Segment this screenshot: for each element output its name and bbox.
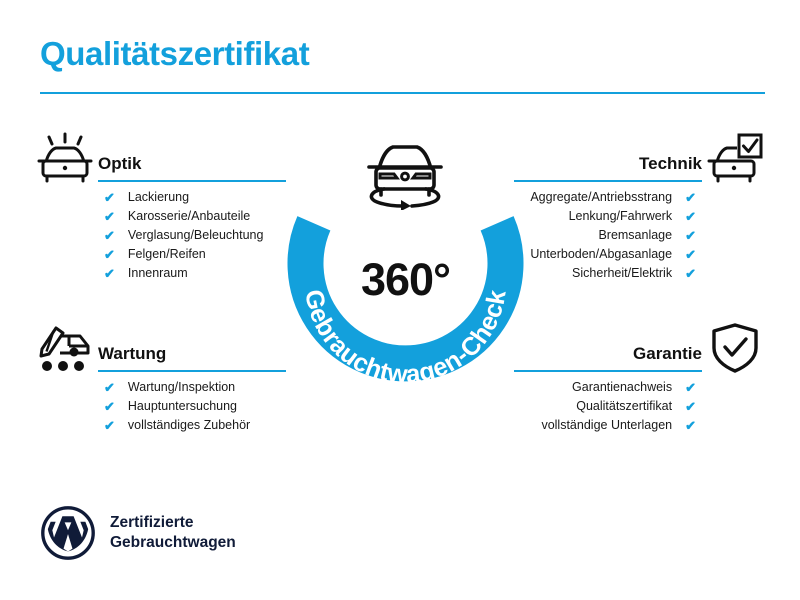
check-icon: ✔ [685,247,696,262]
list-item: ✔ Innenraum [104,264,326,283]
list-item: ✔ vollständige Unterlagen [474,416,696,435]
list-item: ✔ Sicherheit/Elektrik [474,264,696,283]
section-title-wartung: Wartung [98,344,167,363]
check-icon: ✔ [104,418,115,433]
section-technik: Technik ✔ Aggregate/Antriebsstrang ✔ Len… [474,132,764,283]
section-header-optik: Optik [36,132,326,188]
list-item-label: Innenraum [127,266,188,280]
list-item: ✔ vollständiges Zubehör [104,416,326,435]
check-icon: ✔ [685,418,696,433]
brand-line-1: Zertifizierte [110,514,194,531]
check-icon: ✔ [685,228,696,243]
car-checkbox-icon [707,133,763,183]
check-list-wartung: ✔ Wartung/Inspektion ✔ Hauptuntersuchung… [36,378,326,435]
list-item-label: Aggregate/Antriebsstrang [530,190,673,204]
list-item-label: Garantienachweis [572,380,673,394]
list-item: ✔ Garantienachweis [474,378,696,397]
list-item-label: Felgen/Reifen [127,247,206,261]
car-shine-icon [37,132,93,183]
check-icon: ✔ [685,266,696,281]
list-item-label: vollständige Unterlagen [541,418,673,432]
list-item-label: Sicherheit/Elektrik [572,266,673,280]
list-item: ✔ Verglasung/Beleuchtung [104,226,326,245]
badge-360-check: Gebrauchtwagen-Check 360° [283,132,528,394]
list-item-label: Wartung/Inspektion [127,380,236,394]
service-pen-car-icon [39,326,90,371]
check-icon: ✔ [104,190,115,205]
list-item: ✔ Lackierung [104,188,326,207]
brand-text: Zertifizierte Gebrauchtwagen [110,513,236,553]
check-icon: ✔ [104,266,115,281]
section-garantie: Garantie ✔ Garantienachweis ✔ Qualitätsz… [474,322,764,435]
badge-value: 360° [360,254,451,305]
check-icon: ✔ [685,380,696,395]
list-item: ✔ Hauptuntersuchung [104,397,326,416]
check-list-optik: ✔ Lackierung ✔ Karosserie/Anbauteile ✔ V… [36,188,326,283]
list-item: ✔ Qualitätszertifikat [474,397,696,416]
check-icon: ✔ [685,399,696,414]
list-item-label: Hauptuntersuchung [127,399,238,413]
page-title: Qualitätszertifikat [40,35,310,72]
list-item-label: vollständiges Zubehör [127,418,251,432]
check-icon: ✔ [104,228,115,243]
section-underline-wartung [98,370,286,372]
section-title-optik: Optik [98,154,142,173]
section-optik: Optik ✔ Lackierung ✔ Karosserie/Anbautei… [36,132,326,283]
check-icon: ✔ [104,247,115,262]
list-item: ✔ Unterboden/Abgasanlage [474,245,696,264]
list-item-label: Verglasung/Beleuchtung [127,228,264,242]
vw-logo [41,506,95,560]
check-icon: ✔ [104,399,115,414]
brand-block: Zertifizierte Gebrauchtwagen [40,505,236,561]
badge-ring: Gebrauchtwagen-Check [287,216,524,389]
section-header-technik: Technik [474,132,764,188]
check-icon: ✔ [104,209,115,224]
section-underline-garantie [514,370,702,372]
section-title-garantie: Garantie [633,344,702,363]
list-item-label: Lackierung [127,190,190,204]
list-item-label: Lenkung/Fahrwerk [568,209,673,223]
check-icon: ✔ [685,209,696,224]
list-item-label: Karosserie/Anbauteile [127,209,251,223]
section-header-garantie: Garantie [474,322,764,378]
list-item: ✔ Bremsanlage [474,226,696,245]
section-underline-technik [514,180,702,182]
list-item: ✔ Aggregate/Antriebsstrang [474,188,696,207]
section-title-technik: Technik [639,154,702,173]
list-item-label: Unterboden/Abgasanlage [530,247,673,261]
list-item: ✔ Wartung/Inspektion [104,378,326,397]
section-header-wartung: Wartung [36,322,326,378]
title-divider [40,92,765,94]
section-underline-optik [98,180,286,182]
check-icon: ✔ [104,380,115,395]
list-item-label: Bremsanlage [598,228,673,242]
list-item: ✔ Karosserie/Anbauteile [104,207,326,226]
brand-line-2: Gebrauchtwagen [110,534,236,551]
check-icon: ✔ [685,190,696,205]
section-wartung: Wartung ✔ Wartung/Inspektion ✔ Hauptunte… [36,322,326,435]
check-list-garantie: ✔ Garantienachweis ✔ Qualitätszertifikat… [474,378,764,435]
car-rotation-icon [367,145,443,210]
check-list-technik: ✔ Aggregate/Antriebsstrang ✔ Lenkung/Fah… [474,188,764,283]
list-item: ✔ Felgen/Reifen [104,245,326,264]
list-item-label: Qualitätszertifikat [576,399,673,413]
list-item: ✔ Lenkung/Fahrwerk [474,207,696,226]
shield-check-icon [712,323,758,373]
